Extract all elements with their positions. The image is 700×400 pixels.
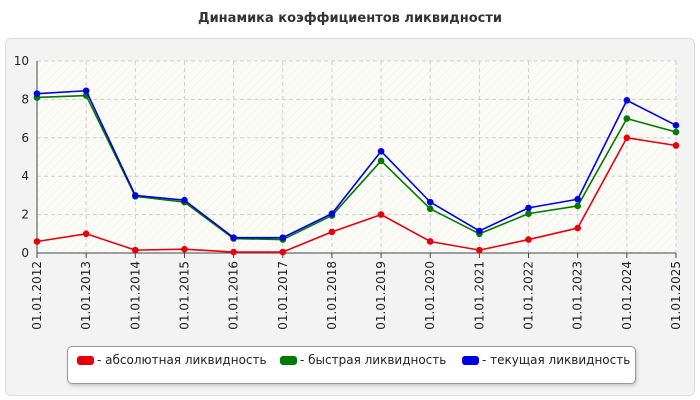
series-line-absolute bbox=[36, 137, 677, 253]
legend-swatch-current bbox=[462, 355, 479, 365]
data-point-current bbox=[672, 122, 680, 129]
x-tick-label: 01.01.2016 bbox=[227, 261, 241, 330]
x-tick-label: 01.01.2012 bbox=[30, 261, 44, 330]
plot-area bbox=[37, 61, 676, 253]
x-tick-label: 01.01.2025 bbox=[669, 261, 683, 330]
x-tick-label: 01.01.2024 bbox=[620, 261, 634, 330]
data-point-absolute bbox=[328, 228, 336, 236]
data-point-quick bbox=[623, 115, 631, 122]
data-point-current bbox=[33, 90, 41, 97]
y-tick-label: 2 bbox=[21, 208, 29, 222]
legend-label-quick: - быстрая ликвидность bbox=[300, 353, 447, 367]
x-tick-label: 01.01.2015 bbox=[177, 261, 191, 330]
legend-item-absolute: - абсолютная ликвидность bbox=[77, 353, 267, 367]
x-tick-label: 01.01.2018 bbox=[325, 261, 339, 330]
y-tick-label: 8 bbox=[21, 92, 29, 106]
data-point-current bbox=[574, 195, 581, 203]
data-point-absolute bbox=[33, 238, 41, 245]
data-point-current bbox=[132, 192, 139, 199]
data-point-quick bbox=[574, 202, 581, 210]
y-tick-label: 0 bbox=[21, 246, 29, 260]
x-tick-label: 01.01.2017 bbox=[276, 261, 290, 330]
data-point-quick bbox=[377, 157, 385, 165]
chart-title: Динамика коэффициентов ликвидности bbox=[198, 11, 502, 26]
x-tick-label: 01.01.2022 bbox=[522, 261, 536, 330]
data-point-current bbox=[328, 210, 336, 217]
data-point-current bbox=[377, 147, 385, 155]
data-point-current bbox=[623, 97, 631, 104]
data-point-absolute bbox=[132, 246, 139, 254]
data-point-absolute bbox=[623, 134, 631, 142]
data-point-current bbox=[82, 87, 90, 95]
data-point-quick bbox=[672, 128, 680, 136]
legend-swatch-absolute bbox=[77, 355, 94, 365]
data-point-absolute bbox=[82, 230, 90, 238]
data-point-absolute bbox=[672, 142, 680, 149]
data-point-current bbox=[426, 198, 434, 206]
chart-legend: - абсолютная ликвидность - быстрая ликви… bbox=[67, 346, 636, 384]
legend-swatch-quick bbox=[280, 355, 297, 365]
y-tick-label: 4 bbox=[21, 169, 29, 183]
data-point-absolute bbox=[574, 224, 581, 232]
data-point-absolute bbox=[426, 238, 434, 245]
data-point-current bbox=[230, 234, 237, 241]
x-tick-label: 01.01.2021 bbox=[472, 261, 486, 330]
legend-item-quick: - быстрая ликвидность bbox=[280, 353, 446, 367]
series-line-quick bbox=[36, 94, 677, 241]
data-point-quick bbox=[426, 205, 434, 213]
legend-item-current: - текущая ликвидность bbox=[462, 353, 630, 367]
data-point-current bbox=[476, 227, 483, 235]
data-point-absolute bbox=[230, 248, 237, 256]
data-point-quick bbox=[525, 210, 532, 217]
x-tick-label: 01.01.2014 bbox=[128, 261, 142, 330]
y-tick-label: 6 bbox=[21, 131, 29, 145]
legend-label-absolute: - абсолютная ликвидность bbox=[97, 353, 267, 367]
data-point-absolute bbox=[476, 246, 483, 254]
x-tick-label: 01.01.2013 bbox=[79, 261, 93, 330]
data-point-current bbox=[181, 196, 188, 204]
data-point-absolute bbox=[181, 245, 188, 253]
data-point-current bbox=[525, 204, 532, 212]
x-tick-label: 01.01.2019 bbox=[374, 261, 388, 330]
x-tick-label: 01.01.2023 bbox=[571, 261, 585, 330]
data-point-absolute bbox=[279, 248, 287, 256]
x-tick-label: 01.01.2020 bbox=[423, 261, 437, 330]
data-point-current bbox=[279, 234, 287, 241]
data-point-absolute bbox=[377, 211, 385, 218]
series-line-current bbox=[36, 89, 677, 239]
legend-label-current: - текущая ликвидность bbox=[482, 353, 631, 367]
y-tick-label: 10 bbox=[14, 54, 29, 68]
data-point-absolute bbox=[525, 236, 532, 243]
